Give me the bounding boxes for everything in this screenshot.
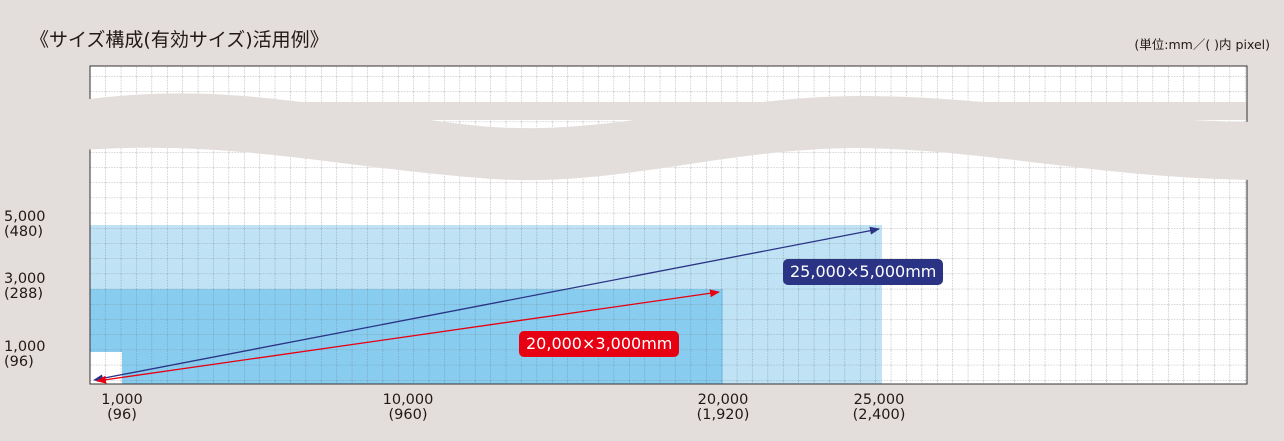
size-tag-25000x5000: 25,000×5,000mm xyxy=(783,259,944,285)
y-label-3000: 3,000 (288) xyxy=(4,271,46,302)
x-label-20000: 20,000 (1,920) xyxy=(696,392,750,423)
arrow-20000x3000 xyxy=(96,289,720,384)
y-label-5000: 5,000 (480) xyxy=(4,209,46,240)
x-label-1000: 1,000 (96) xyxy=(101,392,143,423)
page-title: 《サイズ構成(有効サイズ)活用例》 xyxy=(30,29,329,51)
unit-note: (単位:mm／( )内 pixel) xyxy=(1134,37,1270,52)
upper-grid xyxy=(90,66,1247,102)
size-tag-20000x3000: 20,000×3,000mm xyxy=(519,331,680,357)
y-label-1000: 1,000 (96) xyxy=(4,339,46,370)
x-label-25000: 25,000 (2,400) xyxy=(852,392,906,423)
break-wave xyxy=(82,93,1255,181)
x-label-10000: 10,000 (960) xyxy=(382,392,434,423)
